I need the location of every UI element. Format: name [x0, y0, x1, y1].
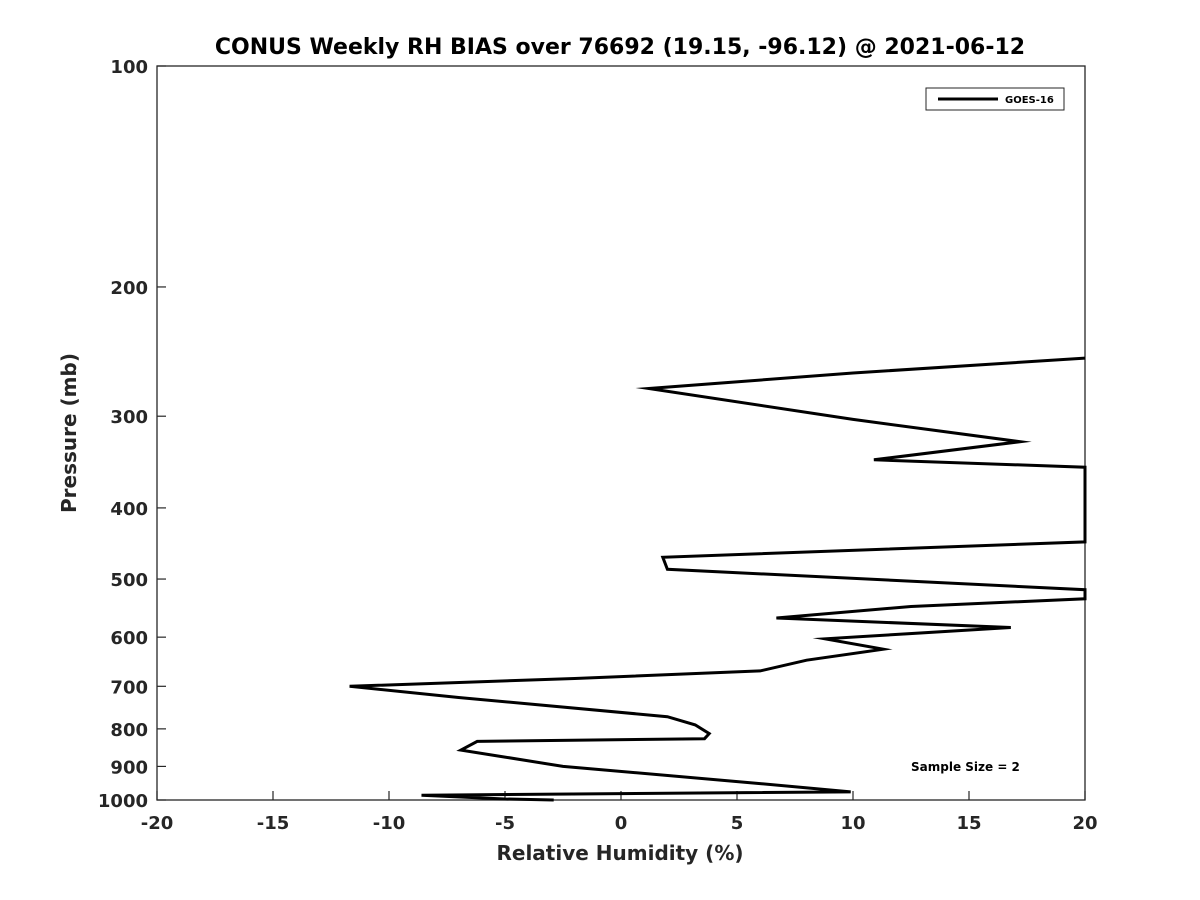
x-tick-label: 5 — [731, 813, 744, 834]
x-tick-label: 15 — [956, 813, 981, 834]
y-tick-label: 900 — [110, 757, 148, 778]
y-tick-label: 200 — [110, 278, 148, 299]
x-tick-label: -10 — [373, 813, 406, 834]
x-axis-label: Relative Humidity (%) — [496, 841, 743, 865]
y-axis: 100 200 300 400 500 600 700 800 900 1000 — [98, 57, 166, 812]
y-tick-label: 300 — [110, 407, 148, 428]
x-tick-label: -15 — [257, 813, 290, 834]
x-tick-label: 20 — [1072, 813, 1097, 834]
y-tick-label: 700 — [110, 677, 148, 698]
y-tick-label: 100 — [110, 57, 148, 78]
y-tick-label: 800 — [110, 720, 148, 741]
x-axis: -20 -15 -10 -5 0 5 10 15 20 — [141, 791, 1098, 834]
legend: GOES-16 — [925, 87, 1065, 111]
series-layer — [349, 356, 1087, 802]
x-tick-label: -5 — [495, 813, 515, 834]
y-tick-label: 400 — [110, 499, 148, 520]
chart-title: CONUS Weekly RH BIAS over 76692 (19.15, … — [215, 35, 1025, 60]
y-tick-label: 600 — [110, 628, 148, 649]
x-tick-label: -20 — [141, 813, 174, 834]
series-line-goes-16 — [349, 356, 1087, 802]
y-axis-label: Pressure (mb) — [57, 353, 81, 513]
x-tick-label: 0 — [615, 813, 628, 834]
legend-label: GOES-16 — [1005, 95, 1054, 106]
x-tick-label: 10 — [840, 813, 865, 834]
y-tick-label: 1000 — [98, 791, 148, 812]
y-tick-label: 500 — [110, 570, 148, 591]
sample-size-annotation: Sample Size = 2 — [911, 760, 1020, 774]
